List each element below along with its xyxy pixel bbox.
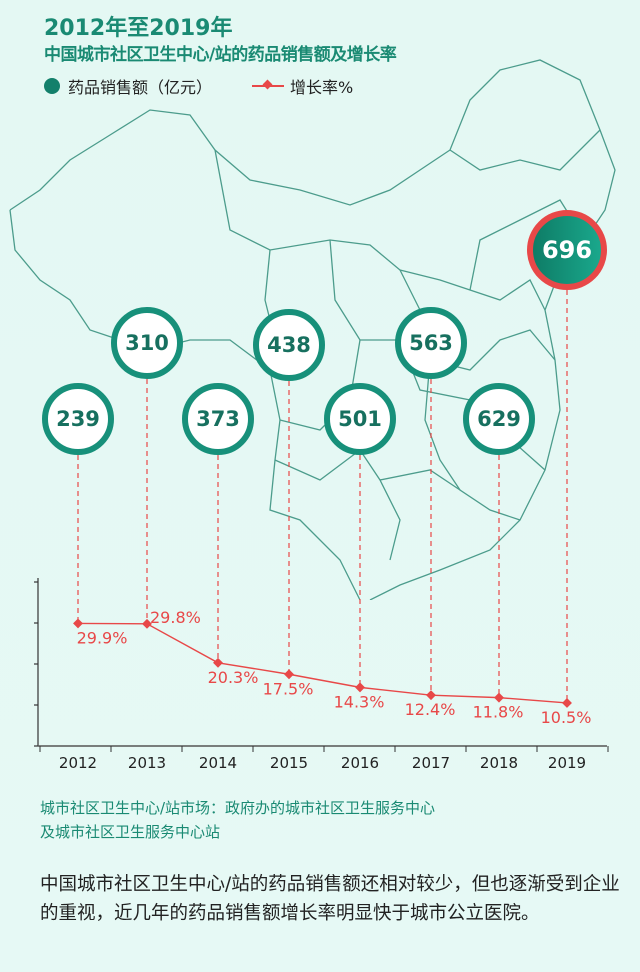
growth-point: [142, 618, 152, 629]
x-tick-label: 2015: [270, 754, 308, 772]
footnote-line: 及城市社区卫生服务中心站: [40, 823, 221, 841]
growth-point: [562, 698, 572, 708]
x-tick-label: 2013: [128, 754, 166, 772]
growth-point: [494, 692, 504, 703]
sales-bubble-2013: 310: [111, 307, 183, 379]
legend-sales-marker: [44, 78, 60, 94]
x-tick-label: 2018: [480, 754, 518, 772]
sales-bubble-2015: 438: [253, 309, 325, 381]
sales-bubble-2012: 239: [42, 383, 114, 455]
title-line1: 2012年至2019年: [44, 16, 233, 41]
title-line2: 中国城市社区卫生中心/站的药品销售额及增长率: [44, 45, 397, 65]
sales-bubble-2019: 696: [527, 210, 607, 290]
sales-bubble-2018: 629: [463, 383, 535, 455]
growth-label: 14.3%: [334, 692, 385, 711]
growth-label: 17.5%: [263, 679, 314, 698]
growth-label: 10.5%: [541, 708, 592, 727]
growth-label: 29.9%: [77, 628, 128, 647]
x-tick-label: 2017: [412, 754, 450, 772]
x-tick-label: 2014: [199, 754, 237, 772]
x-tick-label: 2016: [341, 754, 379, 772]
growth-point: [213, 657, 223, 668]
growth-label: 20.3%: [208, 668, 259, 687]
sales-bubble-2016: 501: [324, 383, 396, 455]
growth-point: [284, 669, 294, 680]
sales-bubble-2017: 563: [395, 307, 467, 379]
summary-paragraph: 中国城市社区卫生中心/站的药品销售额还相对较少，但也逐渐受到企业的重视，近几年的…: [40, 874, 620, 924]
growth-point: [355, 682, 365, 693]
growth-point: [426, 690, 436, 701]
x-tick-label: 2019: [548, 754, 586, 772]
growth-line: [77, 622, 568, 704]
legend-growth-label: 增长率%: [290, 78, 354, 97]
legend-sales-label: 药品销售额（亿元）: [68, 78, 213, 97]
growth-point: [73, 618, 83, 629]
legend-growth-marker: [252, 79, 285, 90]
sales-bubble-2014: 373: [182, 383, 254, 455]
legend: 药品销售额（亿元） 增长率%: [44, 74, 353, 98]
footnote: 城市社区卫生中心/站市场：政府办的城市社区卫生服务中心 及城市社区卫生服务中心站: [40, 796, 435, 844]
growth-label: 12.4%: [405, 700, 456, 719]
growth-label: 29.8%: [150, 608, 201, 627]
footnote-line: 城市社区卫生中心/站市场：政府办的城市社区卫生服务中心: [40, 799, 436, 817]
growth-label: 11.8%: [473, 703, 524, 722]
x-tick-label: 2012: [59, 754, 97, 772]
